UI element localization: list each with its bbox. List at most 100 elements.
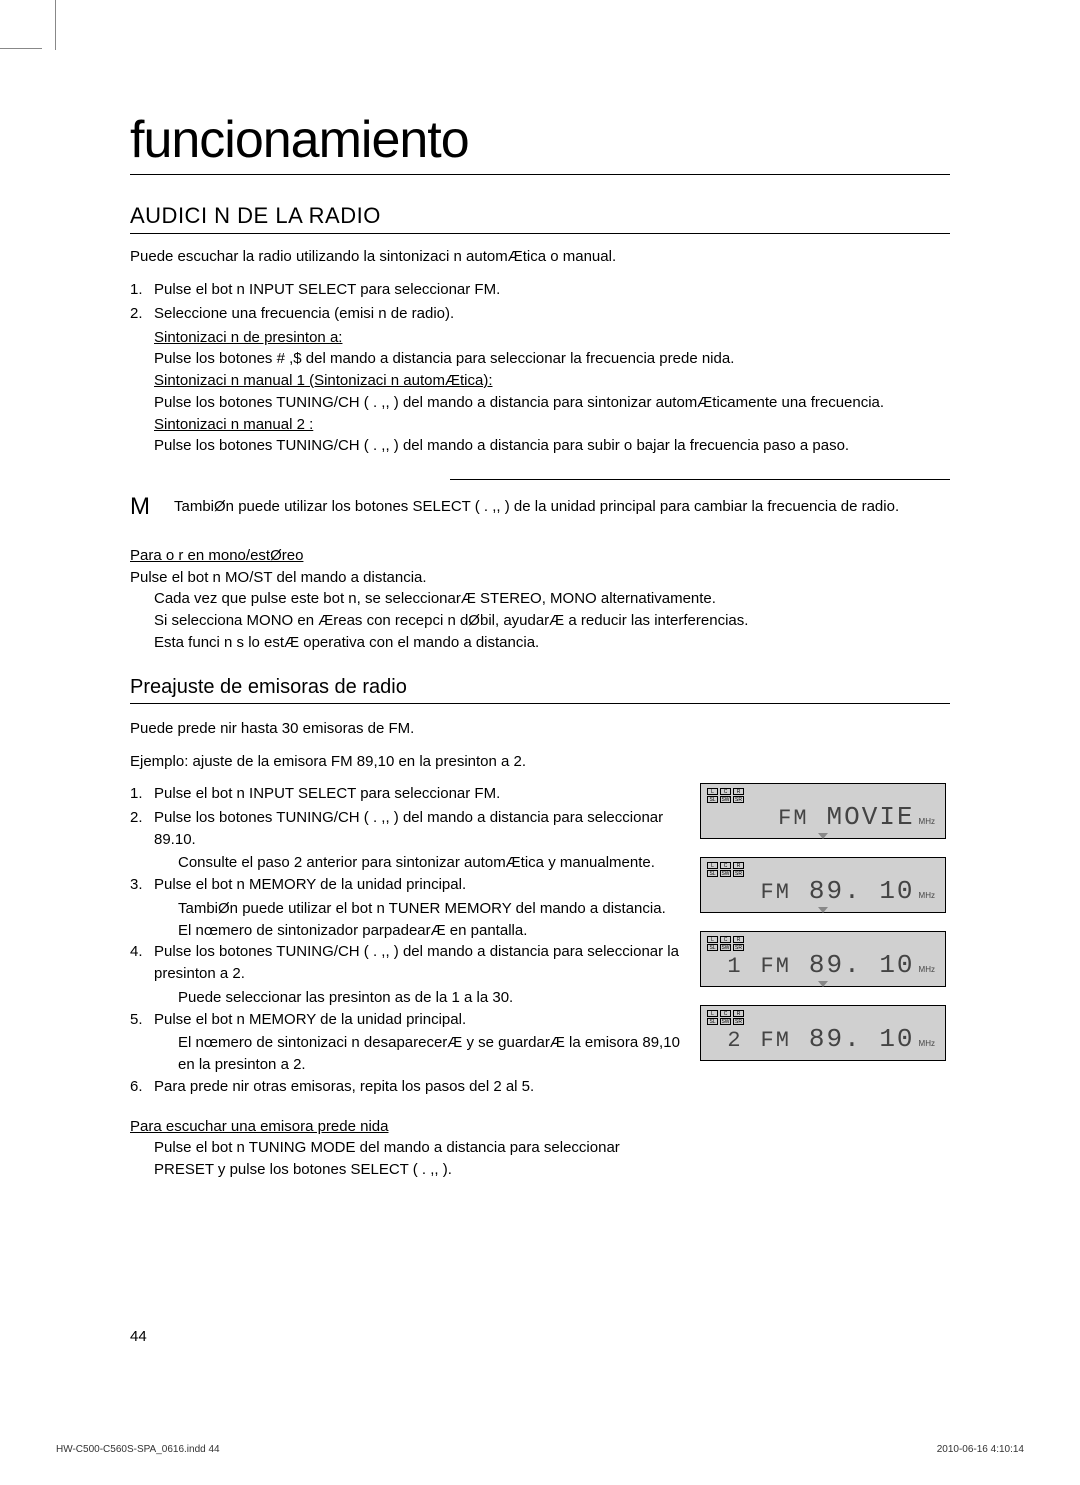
substep-heading: Sintonizaci n manual 2 : [154, 416, 313, 433]
display-unit: MHz [919, 817, 935, 826]
footer-timestamp: 2010-06-16 4:10:14 [937, 1444, 1024, 1455]
display-band: FM [761, 1028, 791, 1053]
display-band: FM [778, 806, 808, 831]
substep-text: Pulse los botones TUNING/CH ( . ,, ) del… [130, 435, 950, 457]
speaker-icon: SL [707, 870, 718, 877]
display-value: 89. 10 [809, 1024, 915, 1054]
triangle-icon [818, 833, 828, 839]
listen-text: Pulse el bot n TUNING MODE del mando a d… [130, 1137, 680, 1181]
step-text: Pulse el bot n INPUT SELECT para selecci… [154, 783, 680, 805]
mono-line: Si selecciona MONO en Æreas con recepci … [130, 610, 950, 632]
crop-mark [55, 0, 56, 50]
display-value: 89. 10 [809, 876, 915, 906]
lcd-display: LCR SLSWSR 2 FM 89. 10 MHz [700, 1005, 946, 1061]
speaker-icon: L [707, 936, 718, 943]
note-block: M TambiØn puede utilizar los botones SEL… [130, 490, 950, 525]
substep-text: El nœmero de sintonizador parpadearÆ en … [130, 920, 680, 942]
display-column: LCR SLSWSR FMMOVIEMHz LCR SLSWSR FM89. 1… [700, 783, 950, 1181]
step-number: 3. [130, 874, 154, 896]
speaker-icon: L [707, 862, 718, 869]
display-band: FM [761, 880, 791, 905]
mono-block: Para o r en mono/estØreo Pulse el bot n … [130, 545, 950, 654]
speaker-icon: L [707, 788, 718, 795]
substep-text: Pulse los botones # ,$ del mando a dista… [130, 348, 950, 370]
step-text: Pulse los botones TUNING/CH ( . ,, ) del… [154, 807, 680, 851]
speaker-icon: SL [707, 1018, 718, 1025]
step-text: Pulse los botones TUNING/CH ( . ,, ) del… [154, 941, 680, 985]
speaker-icon: R [733, 1010, 744, 1017]
substep-heading: Sintonizaci n manual 1 (Sintonizaci n au… [154, 372, 493, 389]
step-number: 2. [130, 303, 154, 325]
section-heading: AUDICI N DE LA RADIO [130, 203, 950, 234]
lcd-display: LCR SLSWSR 1 FM 89. 10 MHz [700, 931, 946, 987]
listen-heading: Para escuchar una emisora prede nida [130, 1116, 680, 1138]
speaker-icon: SR [733, 870, 744, 877]
speaker-icon: C [720, 788, 731, 795]
speaker-icons: LCR SLSWSR [707, 862, 939, 877]
speaker-icons: LCR SLSWSR [707, 1010, 939, 1025]
preset-steps: 1.Pulse el bot n INPUT SELECT para selec… [130, 783, 680, 1181]
step-text: Seleccione una frecuencia (emisi n de ra… [154, 303, 950, 325]
substep-text: Puede seleccionar las presinton as de la… [130, 987, 680, 1009]
preset-intro-text: Puede prede nir hasta 30 emisoras de FM. [130, 718, 950, 740]
speaker-icon: C [720, 1010, 731, 1017]
step-text: Pulse el bot n MEMORY de la unidad princ… [154, 1009, 680, 1031]
display-value: 89. 10 [809, 950, 915, 980]
display-unit: MHz [919, 891, 935, 900]
preset-example: Ejemplo: ajuste de la emisora FM 89,10 e… [130, 751, 950, 773]
speaker-icon: C [720, 862, 731, 869]
speaker-icon: R [733, 936, 744, 943]
note-rule [450, 479, 950, 480]
note-icon: M [130, 490, 174, 525]
step-number: 2. [130, 807, 154, 851]
substep-text: Pulse los botones TUNING/CH ( . ,, ) del… [130, 392, 950, 414]
mono-line: Cada vez que pulse este bot n, se selecc… [130, 588, 950, 610]
mono-heading: Para o r en mono/estØreo [130, 545, 950, 567]
step-text: Pulse el bot n INPUT SELECT para selecci… [154, 279, 950, 301]
display-preset: 2 [727, 1028, 742, 1053]
speaker-icon: SW [720, 796, 731, 803]
step-number: 1. [130, 783, 154, 805]
substep-text: El nœmero de sintonizaci n desaparecerÆ … [130, 1032, 680, 1076]
substep-text: Consulte el paso 2 anterior para sintoni… [130, 852, 680, 874]
speaker-icon: SR [733, 796, 744, 803]
substep-heading: Sintonizaci n de presinton a: [154, 329, 342, 346]
lcd-display: LCR SLSWSR FM 89. 10 MHz [700, 857, 946, 913]
speaker-icon: SL [707, 944, 718, 951]
preset-two-col: 1.Pulse el bot n INPUT SELECT para selec… [130, 783, 950, 1181]
speaker-icon: SW [720, 870, 731, 877]
mono-line: Esta funci n s lo estÆ operativa con el … [130, 632, 950, 654]
intro-text: Puede escuchar la radio utilizando la si… [130, 248, 950, 265]
note-text: TambiØn puede utilizar los botones SELEC… [174, 490, 950, 525]
triangle-icon [818, 907, 828, 913]
page-title: funcionamiento [130, 110, 950, 175]
step-number: 1. [130, 279, 154, 301]
page-content: funcionamiento AUDICI N DE LA RADIO Pued… [0, 0, 1080, 1241]
lcd-display: LCR SLSWSR FM MOVIE MHz [700, 783, 946, 839]
main-steps: 1.Pulse el bot n INPUT SELECT para selec… [130, 279, 950, 457]
speaker-icon: R [733, 788, 744, 795]
crop-mark [0, 48, 42, 49]
substep-text: TambiØn puede utilizar el bot n TUNER ME… [130, 898, 680, 920]
display-preset: 1 [727, 954, 742, 979]
mono-line: Pulse el bot n MO/ST del mando a distanc… [130, 567, 950, 589]
subsection-heading: Preajuste de emisoras de radio [130, 676, 950, 704]
display-value: MOVIE [827, 802, 915, 832]
listen-block: Para escuchar una emisora prede nida Pul… [130, 1116, 680, 1181]
step-number: 4. [130, 941, 154, 985]
triangle-icon [818, 981, 828, 987]
page-number: 44 [130, 1328, 147, 1345]
speaker-icons: LCR SLSWSR [707, 788, 939, 803]
speaker-icon: R [733, 862, 744, 869]
step-number: 6. [130, 1076, 154, 1098]
footer-filename: HW-C500-C560S-SPA_0616.indd 44 [56, 1444, 220, 1455]
display-band: FM [761, 954, 791, 979]
step-text: Pulse el bot n MEMORY de la unidad princ… [154, 874, 680, 896]
preset-intro: Puede prede nir hasta 30 emisoras de FM.… [130, 718, 950, 774]
speaker-icons: LCR SLSWSR [707, 936, 939, 951]
step-number: 5. [130, 1009, 154, 1031]
speaker-icon: C [720, 936, 731, 943]
display-unit: MHz [919, 965, 935, 974]
display-unit: MHz [919, 1039, 935, 1048]
speaker-icon: SL [707, 796, 718, 803]
